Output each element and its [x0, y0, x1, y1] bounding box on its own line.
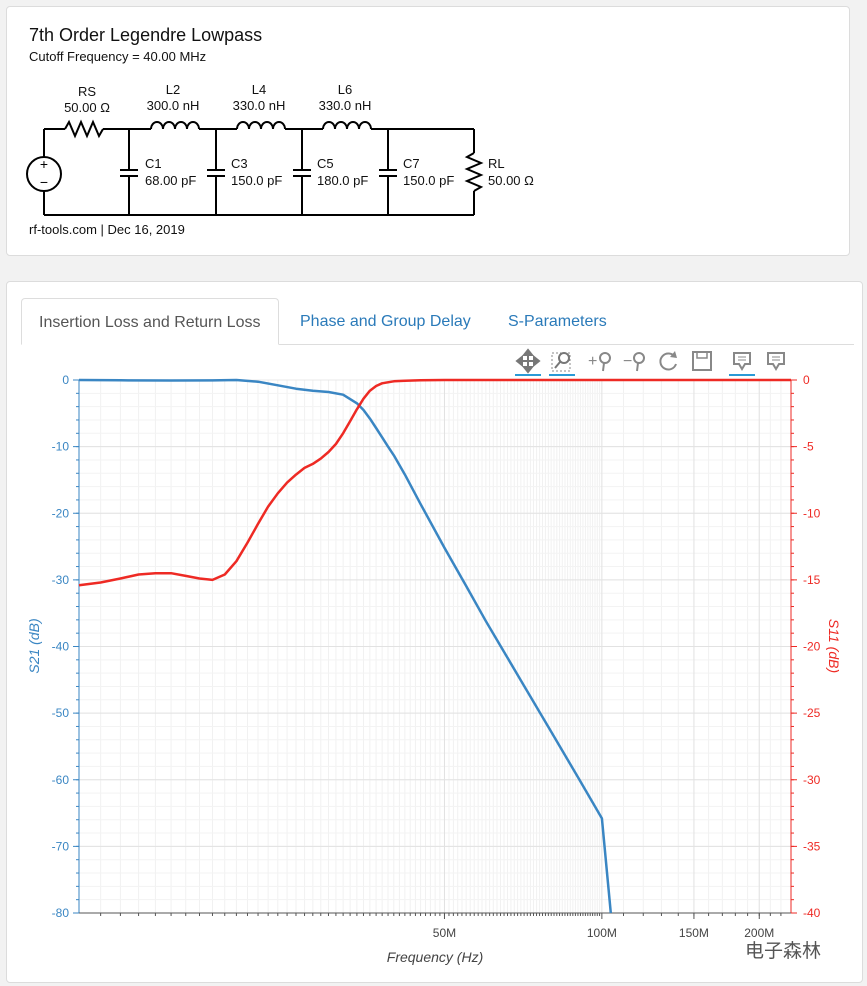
- tab-phase-group-delay[interactable]: Phase and Group Delay: [300, 313, 471, 330]
- zoom-in-tool[interactable]: +: [587, 348, 613, 374]
- resistor-rl-icon: [464, 152, 484, 192]
- pan-tool[interactable]: [515, 348, 541, 376]
- plot-toolbar: + −: [511, 348, 791, 376]
- y-left-tick-label: -40: [52, 640, 70, 654]
- y-right-tick-label: -10: [803, 506, 821, 520]
- l6-name: L6: [338, 82, 352, 97]
- inductor-l6-icon: [322, 121, 372, 130]
- source-minus: −: [40, 174, 48, 190]
- c1-name: C1: [145, 156, 162, 171]
- capacitor-c1-icon: [120, 129, 138, 215]
- schematic-subtitle: Cutoff Frequency = 40.00 MHz: [29, 49, 207, 64]
- y-left-tick-label: 0: [62, 373, 69, 387]
- y-right-tick-label: -25: [803, 706, 821, 720]
- reset-tool[interactable]: [655, 348, 681, 374]
- l6-value: 330.0 nH: [319, 98, 372, 113]
- plot-card: Insertion Loss and Return Loss Phase and…: [6, 281, 863, 983]
- c1-value: 68.00 pF: [145, 173, 196, 188]
- zoom-out-tool[interactable]: −: [621, 348, 647, 374]
- inductor-l2-icon: [150, 121, 200, 130]
- inductor-l4-icon: [236, 121, 286, 130]
- svg-text:+: +: [588, 353, 597, 370]
- y-right-tick-label: 0: [803, 373, 810, 387]
- c5-name: C5: [317, 156, 334, 171]
- y-right-tick-label: -30: [803, 773, 821, 787]
- l2-value: 300.0 nH: [147, 98, 200, 113]
- tab-bar: Insertion Loss and Return Loss Phase and…: [21, 298, 854, 345]
- y-right-tick-label: -35: [803, 839, 821, 853]
- x-axis-label: Frequency (Hz): [387, 949, 483, 965]
- rl-name: RL: [488, 156, 505, 171]
- zoom-out-icon: −: [623, 352, 645, 372]
- capacitor-c5-icon: [293, 129, 311, 215]
- rl-value: 50.00 Ω: [488, 173, 534, 188]
- schematic-footer: rf-tools.com | Dec 16, 2019: [29, 222, 185, 237]
- c3-name: C3: [231, 156, 248, 171]
- watermark-text: 电子森林: [745, 940, 821, 962]
- y-right-tick-label: -15: [803, 573, 821, 587]
- schematic-title: 7th Order Legendre Lowpass: [29, 25, 263, 45]
- x-tick-label: 200M: [744, 926, 774, 940]
- y-right-tick-label: -20: [803, 640, 821, 654]
- y-axis-right-label: S11 (dB): [826, 619, 842, 673]
- tab-s-parameters[interactable]: S-Parameters: [508, 313, 607, 330]
- reset-icon: [659, 351, 677, 371]
- y-left-tick-label: -30: [52, 573, 70, 587]
- l4-value: 330.0 nH: [233, 98, 286, 113]
- c5-value: 180.0 pF: [317, 173, 368, 188]
- l2-name: L2: [166, 82, 180, 97]
- hover-icon-2: [767, 352, 785, 371]
- x-tick-label: 100M: [587, 926, 617, 940]
- l4-name: L4: [252, 82, 266, 97]
- y-left-tick-label: -70: [52, 839, 70, 853]
- box-zoom-tool[interactable]: [549, 348, 575, 376]
- rs-name: RS: [78, 84, 96, 99]
- rs-value: 50.00 Ω: [64, 100, 110, 115]
- svg-text:−: −: [623, 353, 632, 370]
- curves: [78, 378, 791, 914]
- s11-curve: [78, 378, 791, 587]
- y-left-tick-label: -50: [52, 706, 70, 720]
- s21-curve: [78, 378, 613, 914]
- hover-icon: [733, 352, 751, 371]
- axes: [73, 379, 797, 919]
- s-parameter-chart[interactable]: 0 -10 -20 -30 -40 -50 -60 -70 -80 0 -5 -10 -15 -20 -25…: [7, 282, 862, 982]
- y-right-tick-label: -5: [803, 440, 814, 454]
- resistor-rs-icon: [64, 119, 104, 139]
- x-tick-label: 50M: [433, 926, 456, 940]
- y-axis-left-label: S21 (dB): [26, 618, 42, 673]
- box-zoom-icon: [551, 352, 571, 372]
- save-tool[interactable]: [689, 348, 715, 374]
- schematic-card: 7th Order Legendre Lowpass Cutoff Freque…: [6, 6, 850, 256]
- c7-value: 150.0 pF: [403, 173, 454, 188]
- hover-tool[interactable]: [729, 348, 755, 376]
- c3-value: 150.0 pF: [231, 173, 282, 188]
- x-tick-label: 150M: [679, 926, 709, 940]
- y-left-tick-label: -60: [52, 773, 70, 787]
- save-icon: [692, 351, 712, 371]
- capacitor-c3-icon: [207, 129, 225, 215]
- schematic-diagram: + − RS 50.00 Ω L2 300.0 nH L4 330.0 nH L…: [26, 82, 534, 216]
- y-left-tick-label: -20: [52, 506, 70, 520]
- source-plus: +: [40, 156, 48, 172]
- hover-tool-2[interactable]: [763, 348, 789, 374]
- c7-name: C7: [403, 156, 420, 171]
- tab-insertion-return-loss[interactable]: Insertion Loss and Return Loss: [21, 298, 279, 345]
- y-right-tick-label: -40: [803, 906, 821, 920]
- zoom-in-icon: +: [588, 352, 611, 372]
- capacitor-c7-icon: [379, 129, 397, 215]
- tick-labels: 0 -10 -20 -30 -40 -50 -60 -70 -80 0 -5 -10 -15 -20 -25…: [52, 373, 821, 940]
- pan-icon: [515, 348, 541, 374]
- y-left-tick-label: -10: [52, 440, 70, 454]
- y-left-tick-label: -80: [52, 906, 70, 920]
